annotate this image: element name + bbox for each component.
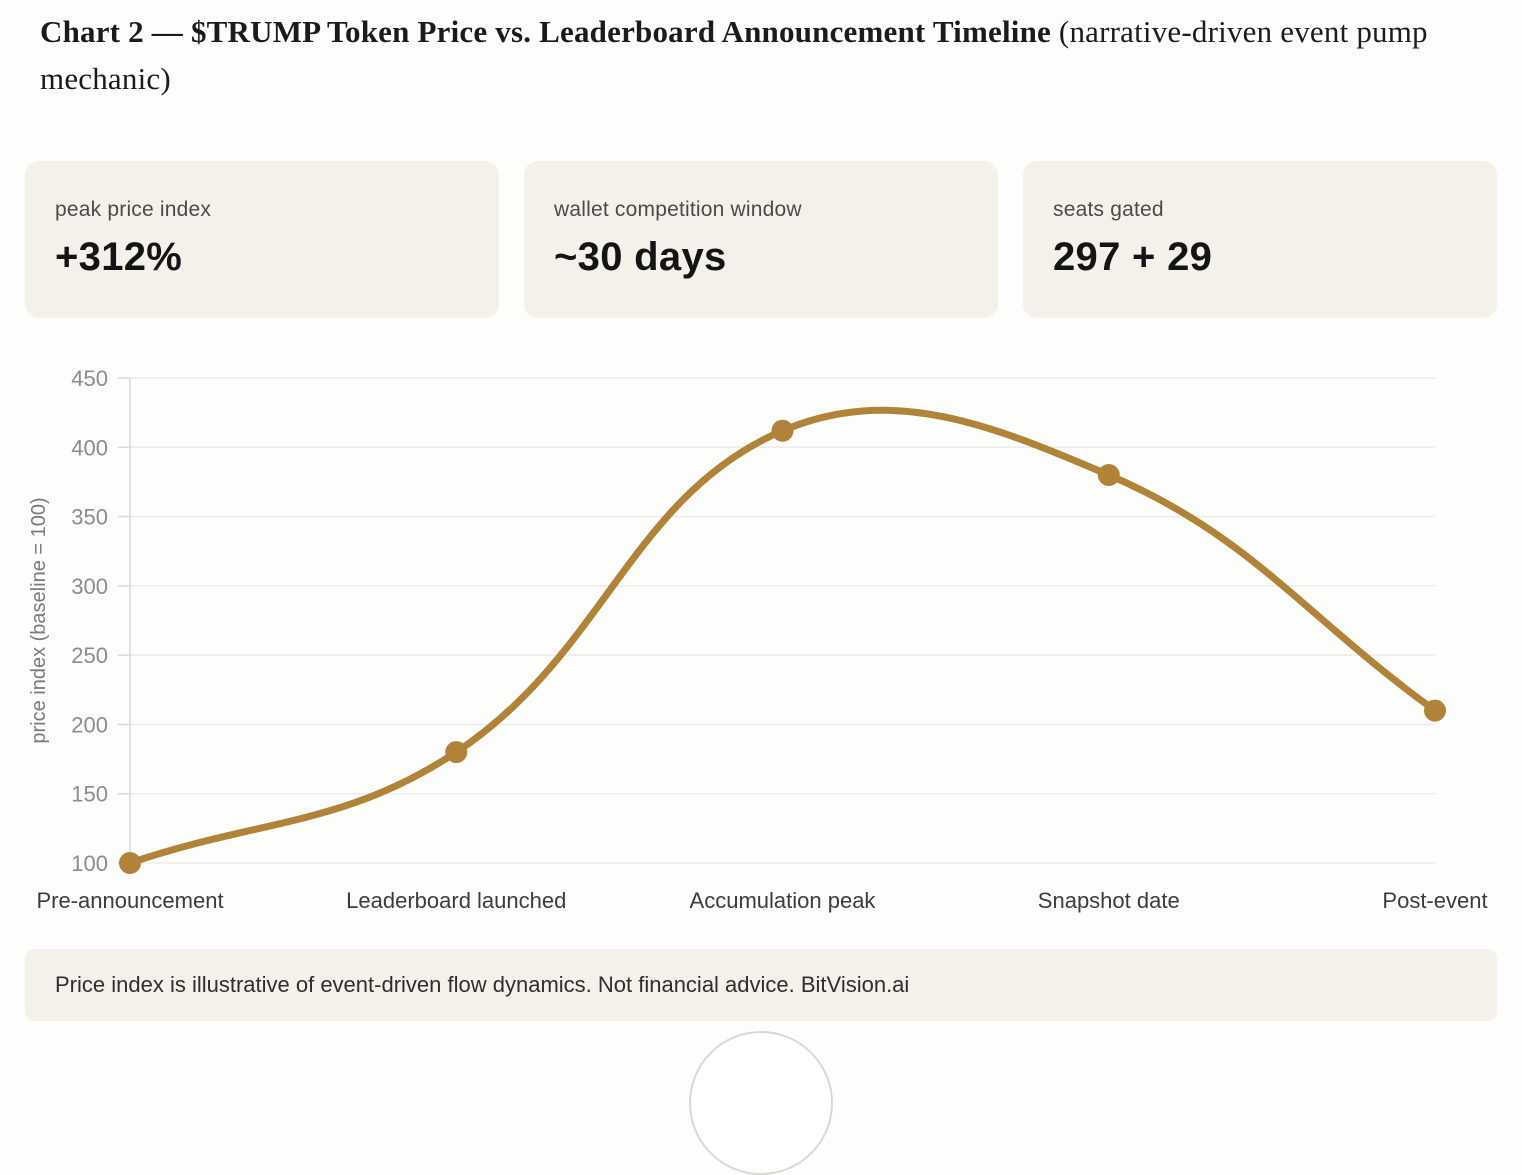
stat-card-peak-price-index: peak price index +312% (25, 161, 499, 318)
x-category-label: Snapshot date (1038, 888, 1180, 913)
scroll-peek-circle[interactable] (689, 1031, 833, 1175)
stat-label: wallet competition window (554, 198, 802, 221)
x-category-label: Post-event (1382, 888, 1487, 913)
price-chart-svg: 100 150 200 250 300 350 400 450 price index (bas… (28, 366, 1488, 913)
y-tick-label: 350 (71, 505, 108, 530)
stat-label: peak price index (55, 198, 212, 221)
data-point-0[interactable] (119, 852, 141, 874)
stat-cards-row: peak price index +312% wallet competitio… (25, 161, 1497, 318)
y-tick-label: 100 (71, 851, 108, 876)
y-tick-label: 150 (71, 782, 108, 807)
price-line (126, 406, 1439, 867)
y-tick-label: 200 (71, 712, 108, 737)
data-point-4[interactable] (1424, 699, 1446, 722)
data-point-1[interactable] (445, 741, 468, 764)
stat-card-seats-gated: seats gated 297 + 29 (1023, 161, 1497, 318)
y-axis-title: price index (baseline = 100) (28, 497, 50, 743)
page-title: Chart 2 — $TRUMP Token Price vs. Leaderb… (40, 8, 1462, 102)
page-title-main: Chart 2 — $TRUMP Token Price vs. Leaderb… (40, 14, 1051, 49)
y-tick-label: 300 (71, 574, 108, 599)
y-tick-label: 450 (71, 366, 108, 391)
stat-card-wallet-competition-window: wallet competition window ~30 days (524, 161, 998, 318)
data-point-3[interactable] (1097, 464, 1120, 486)
stat-value: 297 + 29 (1053, 235, 1213, 279)
stat-label: seats gated (1053, 198, 1164, 221)
disclaimer-text: Price index is illustrative of event-dri… (55, 972, 910, 997)
x-category-label: Pre-announcement (36, 888, 223, 913)
page-title-subtitle: (narrative-driven event pump mechanic) (40, 14, 1428, 96)
x-category-label: Leaderboard launched (346, 888, 566, 913)
stat-value: ~30 days (554, 235, 727, 279)
data-point-2[interactable] (771, 419, 794, 442)
y-tick-label: 250 (71, 643, 108, 668)
y-tick-label: 400 (71, 435, 108, 460)
disclaimer-note: Price index is illustrative of event-dri… (25, 949, 1497, 1021)
stat-value: +312% (55, 235, 183, 279)
x-category-label: Accumulation peak (690, 888, 877, 913)
price-chart: 100 150 200 250 300 350 400 450 price index (bas… (0, 360, 1522, 920)
